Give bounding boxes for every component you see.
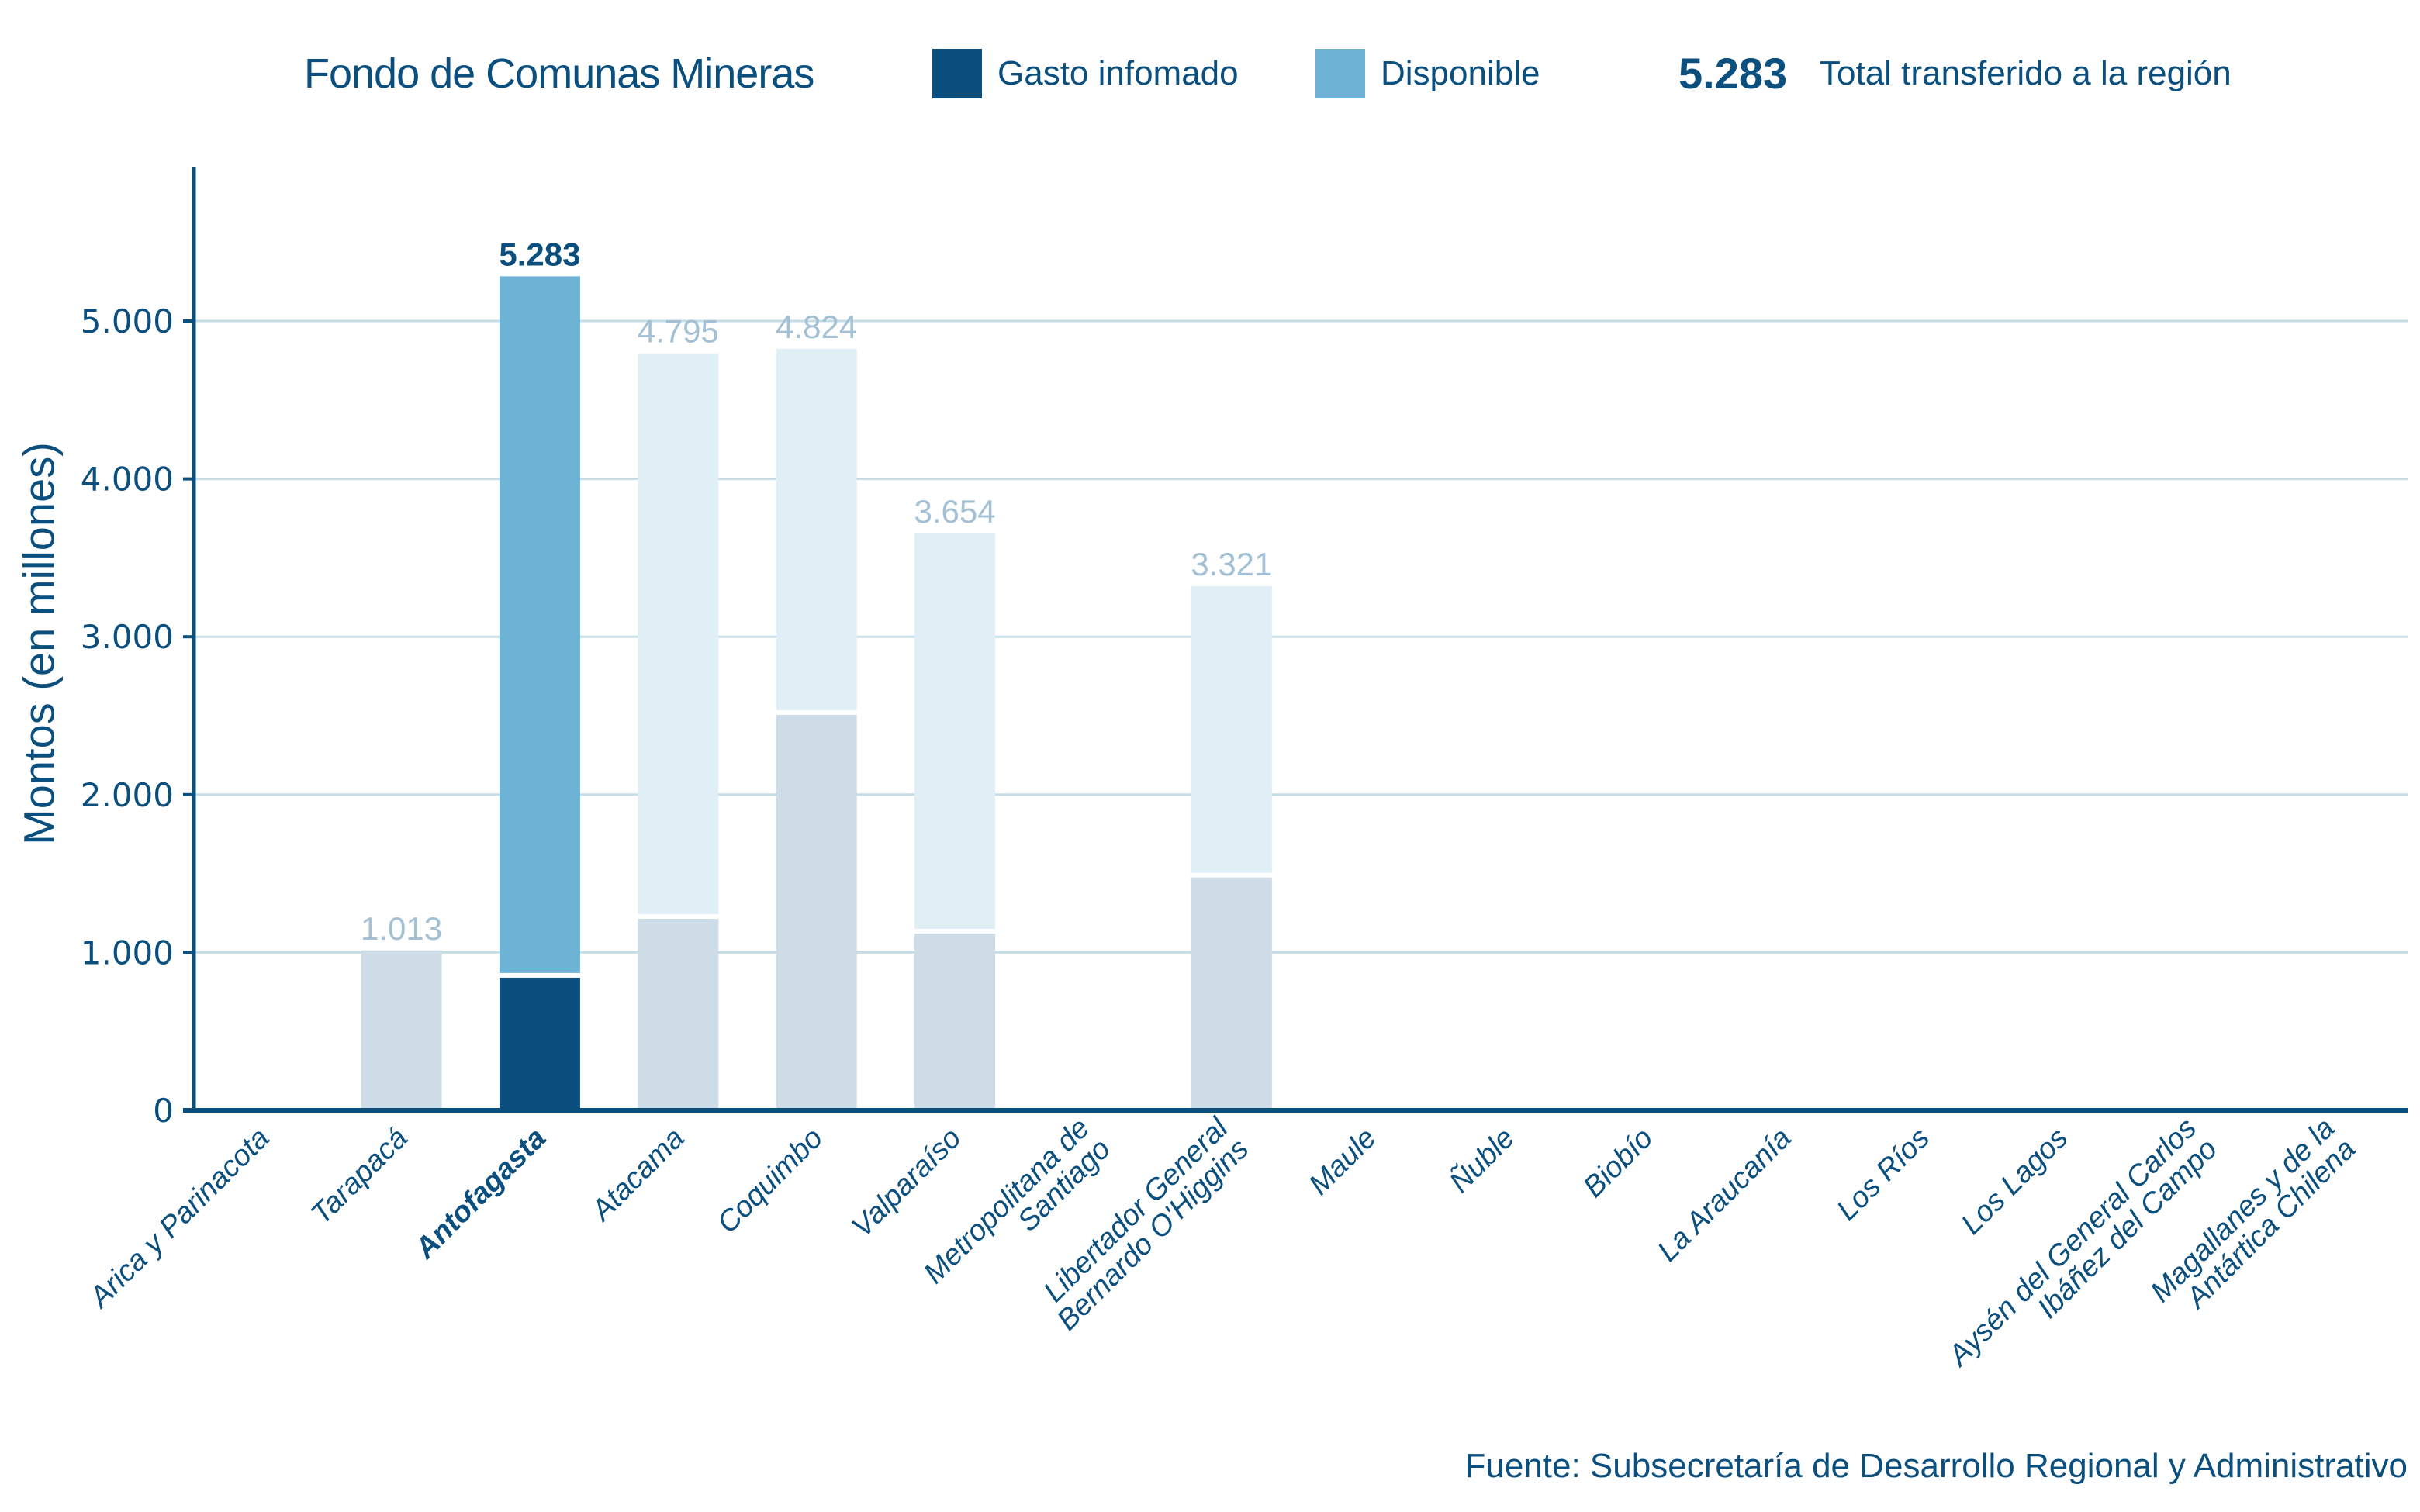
bar-gasto bbox=[499, 977, 580, 1110]
x-tick-label-line: Aysén del General Carlos bbox=[1941, 1112, 2203, 1373]
bar-gasto bbox=[361, 950, 442, 1110]
bar-total-label: 3.654 bbox=[914, 493, 996, 530]
x-tick-label-line: Ñuble bbox=[1443, 1121, 1521, 1200]
bar-gasto bbox=[776, 714, 857, 1110]
x-tick-label-line: Maule bbox=[1303, 1122, 1383, 1202]
total-value: 5.283 bbox=[1678, 49, 1788, 98]
legend: Fondo de Comunas Mineras Gasto infomado … bbox=[0, 47, 2420, 101]
bar-disponible bbox=[638, 353, 719, 914]
x-tick-label-line: Arica y Parinacota bbox=[82, 1122, 275, 1315]
x-tick-label-line: Tarapacá bbox=[305, 1122, 414, 1231]
legend-label-gasto: Gasto infomado bbox=[997, 54, 1239, 92]
y-tick-label: 4.000 bbox=[81, 461, 174, 499]
bar-gasto bbox=[914, 933, 996, 1110]
bar-total-label: 4.795 bbox=[638, 313, 719, 350]
legend-swatch-gasto bbox=[932, 49, 982, 98]
bar-disponible bbox=[499, 276, 580, 973]
x-tick-label: Los Ríos bbox=[1831, 1122, 1936, 1227]
bar-disponible bbox=[776, 348, 857, 710]
data-labels: 1.013 5.283 4.795 4.824 3.654 3.321 bbox=[361, 236, 1272, 946]
y-tick-label: 1.000 bbox=[81, 934, 174, 972]
x-tick-label-line: La Araucanía bbox=[1651, 1122, 1798, 1269]
y-tick-label: 5.000 bbox=[81, 302, 174, 340]
x-tick-label: Coquimbo bbox=[711, 1122, 829, 1240]
x-tick-label: La Araucanía bbox=[1651, 1122, 1798, 1269]
legend-label-disponible: Disponible bbox=[1381, 54, 1540, 92]
bar-disponible bbox=[914, 533, 996, 929]
x-tick-label: Tarapacá bbox=[305, 1122, 414, 1231]
y-tick-label: 2.000 bbox=[81, 776, 174, 814]
total-label: Total transferido a la región bbox=[1820, 54, 2232, 92]
x-tick-label: Valparaíso bbox=[845, 1122, 967, 1244]
bar-gasto bbox=[638, 918, 719, 1110]
bar-total-label: 4.824 bbox=[776, 309, 857, 345]
x-tick-label-line: Biobío bbox=[1577, 1122, 1659, 1204]
legend-swatch-disponible bbox=[1315, 49, 1365, 98]
x-tick-label-line: Antofagasta bbox=[409, 1122, 553, 1266]
x-tick-label: Biobío bbox=[1577, 1122, 1659, 1204]
bar-total-label: 5.283 bbox=[499, 236, 580, 272]
x-tick-label-line: Los Ríos bbox=[1831, 1122, 1936, 1227]
bar-total-label: 3.321 bbox=[1191, 546, 1272, 582]
x-tick-label-line: Coquimbo bbox=[711, 1122, 829, 1240]
x-tick-label-line: Atacama bbox=[585, 1122, 691, 1228]
x-tick-label: Los Lagos bbox=[1955, 1122, 2075, 1241]
y-tick-label: 3.000 bbox=[81, 618, 174, 656]
x-tick-label-line: Los Lagos bbox=[1955, 1122, 2075, 1241]
y-tick-label: 0 bbox=[153, 1092, 174, 1130]
bar-disponible bbox=[1191, 585, 1272, 873]
x-tick-label: Ñuble bbox=[1443, 1121, 1521, 1200]
x-tick-label: Atacama bbox=[585, 1122, 691, 1228]
source-note: Fuente: Subsecretaría de Desarrollo Regi… bbox=[1464, 1447, 2408, 1485]
x-tick-label: Arica y Parinacota bbox=[82, 1122, 275, 1315]
bar-gasto bbox=[1191, 877, 1272, 1110]
x-tick-label: Maule bbox=[1303, 1122, 1383, 1202]
bars bbox=[361, 276, 1272, 1110]
bar-total-label: 1.013 bbox=[361, 910, 442, 947]
axes: 0 1.000 2.000 3.000 4.000 5.000 bbox=[81, 167, 2408, 1130]
chart-title: Fondo de Comunas Mineras bbox=[304, 50, 814, 97]
x-tick-label-line: Valparaíso bbox=[845, 1122, 967, 1244]
x-tick-label: Antofagasta bbox=[409, 1122, 553, 1266]
